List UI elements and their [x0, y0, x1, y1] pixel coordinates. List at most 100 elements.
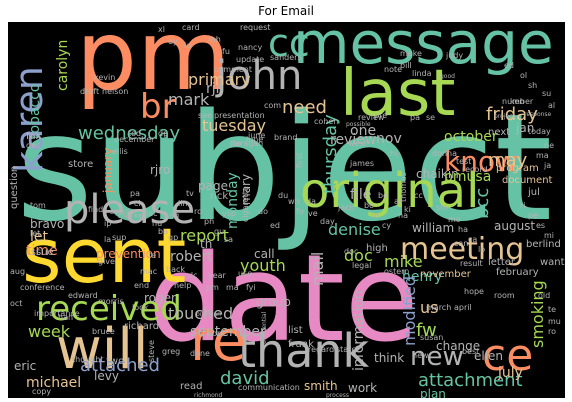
cloud-word: brand [274, 133, 298, 142]
cloud-word: mac [140, 267, 158, 276]
cloud-word: letter [488, 257, 516, 268]
cloud-word: best [462, 347, 480, 356]
cloud-word: doc [344, 246, 373, 265]
cloud-word: cohen [314, 117, 339, 126]
cloud-word: fo [296, 207, 304, 216]
cloud-word: may [488, 150, 528, 171]
cloud-word: gp [168, 233, 179, 242]
cloud-word: sa [224, 235, 234, 244]
cloud-word: tod [128, 129, 142, 138]
cloud-word: call [254, 247, 275, 261]
cloud-word: find [88, 205, 104, 214]
cloud-word: meeting [400, 232, 525, 267]
cloud-word: roger [144, 291, 176, 305]
cloud-word: ey [168, 37, 178, 46]
cloud-word: wednesday [78, 123, 181, 144]
cloud-word: december [114, 135, 155, 144]
cloud-word: judy [446, 51, 464, 60]
cloud-word: week [28, 322, 71, 341]
cloud-word: bo [364, 201, 374, 210]
cloud-word: thursday [320, 114, 341, 194]
cloud-word: pa [410, 113, 420, 122]
cloud-word: copy [32, 387, 52, 396]
cloud-word: ro [548, 327, 557, 336]
cloud-word: mike [384, 252, 423, 271]
cloud-word: ca [468, 235, 478, 244]
cloud-word: february [496, 267, 539, 278]
cloud-word: edward [68, 291, 98, 300]
cloud-word: review [358, 113, 385, 122]
cloud-word: plan [420, 386, 446, 398]
cloud-word: tuesday [202, 116, 267, 135]
cloud-word: nov [376, 131, 402, 147]
cloud-word: denise [328, 220, 381, 239]
cloud-word: use [238, 269, 253, 278]
cloud-word: michael [26, 375, 82, 391]
cloud-word: jan [516, 121, 535, 135]
cloud-word: lo [184, 41, 192, 50]
cloud-word: fax [26, 131, 42, 142]
cloud-word: ha [458, 225, 468, 234]
cloud-word: attached [80, 355, 160, 376]
cloud-word: pm [76, 22, 231, 112]
cloud-word: fyi [246, 283, 256, 292]
cloud-word: let [30, 229, 41, 238]
cloud-word: september [190, 324, 266, 340]
cloud-word: two [106, 356, 125, 367]
cloud-word: message [293, 22, 554, 77]
cloud-word: primary [188, 70, 251, 89]
cloud-word: communication [238, 383, 300, 392]
cloud-word: october [444, 129, 498, 145]
cloud-word: mi [544, 231, 555, 240]
cloud-word: eric [14, 359, 37, 373]
cloud-word: lin [178, 199, 188, 208]
cloud-word: original [300, 163, 480, 219]
cloud-word: frank [288, 339, 314, 350]
cloud-word: ro [194, 207, 203, 216]
cloud-word: regard [308, 345, 335, 354]
cloud-word: march [426, 303, 452, 312]
cloud-word: ed [270, 221, 280, 230]
cloud-word: dec [26, 141, 41, 150]
cloud-word: fu [222, 47, 230, 56]
cloud-word: question [9, 165, 20, 209]
cloud-word: end [134, 281, 150, 290]
cloud-word: record [462, 165, 488, 174]
cloud-word: first [295, 152, 304, 168]
cloud-word: process [326, 391, 350, 398]
cloud-word: response [524, 111, 552, 118]
cloud-word: ne [544, 141, 554, 150]
cloud-word: youth [240, 256, 286, 275]
cloud-word: hope [464, 287, 484, 296]
cloud-word: richmond [194, 391, 223, 398]
cloud-word: market [118, 211, 147, 220]
cloud-word: last [340, 57, 456, 131]
cloud-word: aug [10, 267, 26, 276]
cloud-word: ph [204, 217, 215, 226]
cloud-word: linda [412, 69, 432, 78]
cloud-word: ken [510, 97, 525, 106]
cloud-word: ostern [384, 267, 410, 276]
cloud-word: se [426, 113, 436, 122]
cloud-word: tv [186, 189, 194, 198]
cloud-word: xl [158, 25, 165, 34]
cloud-word: bcc [472, 187, 493, 219]
cloud-word: steve [147, 340, 156, 362]
cloud-word: ve [308, 209, 318, 218]
cloud-word: sh [528, 81, 538, 90]
cloud-word: bo [378, 191, 388, 200]
cloud-word: one [350, 123, 377, 139]
cloud-word: mail [308, 251, 327, 286]
cloud-word: april [454, 303, 472, 312]
cloud-word: ysp [222, 209, 236, 218]
cloud-word: jack [338, 203, 355, 212]
cloud-word: ed [504, 61, 514, 70]
cloud-word: review [330, 132, 377, 148]
cloud-word: document [502, 175, 553, 186]
cloud-word: thank [238, 324, 370, 378]
cloud-word: john [216, 53, 303, 99]
cloud-word: july [498, 365, 523, 381]
cloud-word: richard [124, 321, 160, 332]
cloud-word: sg [170, 211, 180, 220]
cloud-word: presentation [214, 111, 265, 120]
